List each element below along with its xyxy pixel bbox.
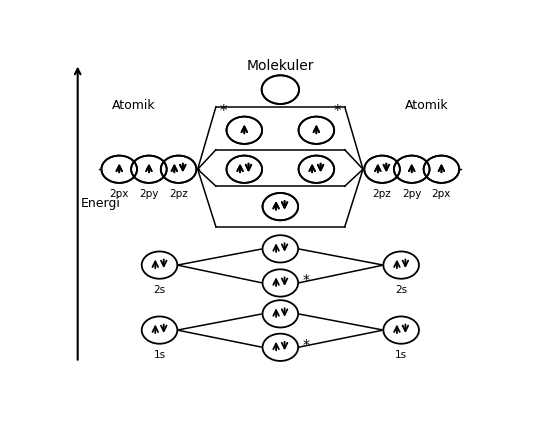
Text: 2py: 2py: [139, 189, 159, 199]
Circle shape: [261, 75, 299, 104]
Text: Energi: Energi: [81, 197, 121, 210]
Text: *: *: [302, 338, 309, 352]
Circle shape: [299, 116, 334, 144]
Circle shape: [226, 156, 262, 183]
Circle shape: [394, 156, 429, 183]
Text: 2pz: 2pz: [169, 189, 188, 199]
Text: Atomik: Atomik: [405, 99, 449, 112]
Circle shape: [263, 235, 298, 262]
Circle shape: [226, 156, 262, 183]
Circle shape: [263, 334, 298, 361]
Circle shape: [423, 156, 459, 183]
Text: 2pz: 2pz: [373, 189, 392, 199]
Text: 2s: 2s: [395, 285, 407, 295]
Circle shape: [101, 156, 137, 183]
Text: Atomik: Atomik: [112, 99, 156, 112]
Circle shape: [263, 269, 298, 297]
Circle shape: [423, 156, 459, 183]
Circle shape: [131, 156, 167, 183]
Text: 2py: 2py: [402, 189, 421, 199]
Circle shape: [226, 116, 262, 144]
Text: *: *: [333, 104, 341, 119]
Circle shape: [142, 252, 177, 279]
Circle shape: [299, 156, 334, 183]
Circle shape: [383, 316, 419, 344]
Text: *: *: [220, 104, 228, 119]
Circle shape: [263, 193, 298, 220]
Circle shape: [161, 156, 196, 183]
Circle shape: [101, 156, 137, 183]
Circle shape: [263, 300, 298, 327]
Circle shape: [131, 156, 167, 183]
Circle shape: [142, 316, 177, 344]
Text: 2s: 2s: [154, 285, 166, 295]
Text: 1s: 1s: [395, 350, 407, 360]
Text: 1s: 1s: [154, 350, 166, 360]
Text: 2px: 2px: [432, 189, 451, 199]
Circle shape: [299, 156, 334, 183]
Circle shape: [364, 156, 400, 183]
Circle shape: [261, 75, 299, 104]
Circle shape: [299, 116, 334, 144]
Circle shape: [263, 193, 298, 220]
Circle shape: [226, 116, 262, 144]
Circle shape: [364, 156, 400, 183]
Circle shape: [383, 252, 419, 279]
Circle shape: [161, 156, 196, 183]
Circle shape: [394, 156, 429, 183]
Text: 2px: 2px: [109, 189, 129, 199]
Text: Molekuler: Molekuler: [247, 59, 314, 73]
Text: *: *: [302, 273, 309, 287]
